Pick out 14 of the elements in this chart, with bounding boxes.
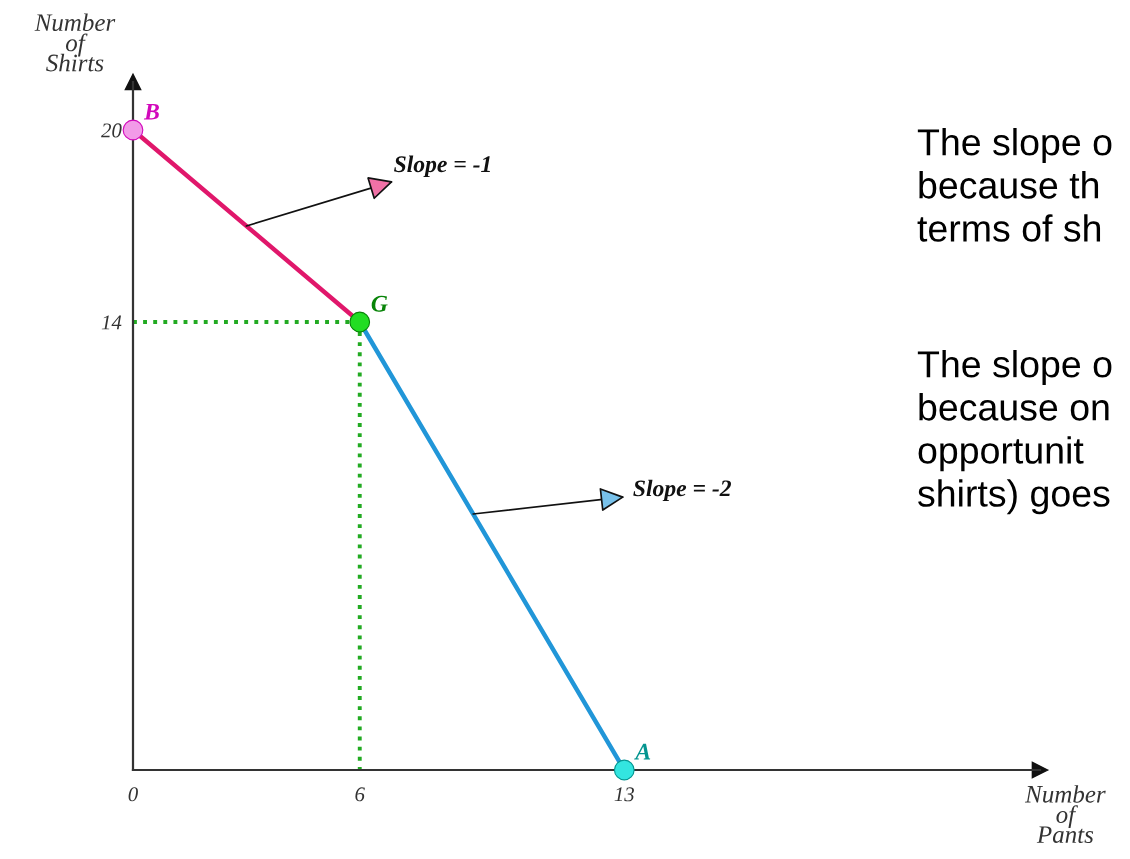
y-tick-label: 14 xyxy=(101,315,122,330)
x-tick-label: 6 xyxy=(355,787,365,802)
y-axis-title: Number of Shirts xyxy=(34,13,116,72)
annotation: Slope = -1 xyxy=(394,155,490,177)
data-label: A xyxy=(634,743,651,760)
x-tick-label: 13 xyxy=(614,787,634,802)
annotation: The slope o because th terms of sh xyxy=(917,128,1112,242)
y-tick-label: 20 xyxy=(101,123,122,138)
x-axis-title: Number of Pants xyxy=(1024,785,1106,844)
annotation: Slope = -2 xyxy=(633,479,732,502)
annotation: The slope o because on opportunit shirts) goes xyxy=(917,350,1112,515)
x-tick-label: 0 xyxy=(128,787,138,802)
data-label: B xyxy=(143,103,159,120)
data-label: G xyxy=(371,295,388,312)
